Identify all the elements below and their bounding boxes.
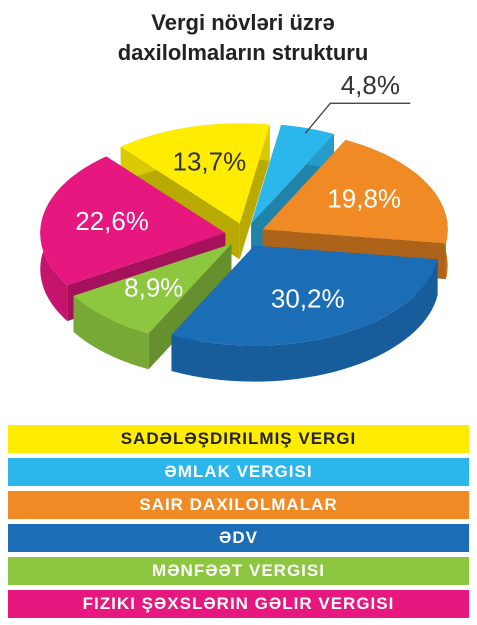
chart-title: Vergi növləri üzrə daxilolmaların strukt… (117, 10, 369, 65)
slice-top (251, 124, 335, 224)
pie-chart: 13,7% 4,8% 19,8% 30,2% 8,9% 22,6% (40, 70, 448, 382)
slice-side (171, 259, 438, 382)
legend-entry: SADƏLƏŞDIRILMIŞ VERGI (8, 425, 469, 453)
slice-side (73, 295, 149, 370)
slice-top (120, 123, 270, 224)
legend-entry: SAIR DAXILOLMALAR (8, 491, 469, 519)
data-label: 22,6% (75, 206, 149, 236)
slice-top (40, 156, 226, 286)
slice-top (171, 245, 438, 346)
legend-entry: ƏMLAK VERGISI (8, 458, 469, 486)
leader-line (304, 102, 411, 134)
legend-entry: MƏNFƏƏT VERGISI (8, 557, 469, 585)
legend-entry: FIZIKI ŞƏXSLƏRIN GƏLIR VERGISI (8, 590, 469, 618)
legend-entry: ƏDV (8, 524, 469, 552)
slice-top (262, 139, 448, 244)
data-label: 8,9% (124, 272, 183, 302)
data-label: 13,7% (172, 147, 246, 177)
data-label: 4,8% (341, 70, 400, 100)
pie-slice (171, 245, 438, 382)
slice-top (73, 243, 232, 334)
data-label: 30,2% (271, 283, 345, 313)
pie-slice (73, 243, 232, 370)
data-label: 19,8% (327, 183, 401, 213)
